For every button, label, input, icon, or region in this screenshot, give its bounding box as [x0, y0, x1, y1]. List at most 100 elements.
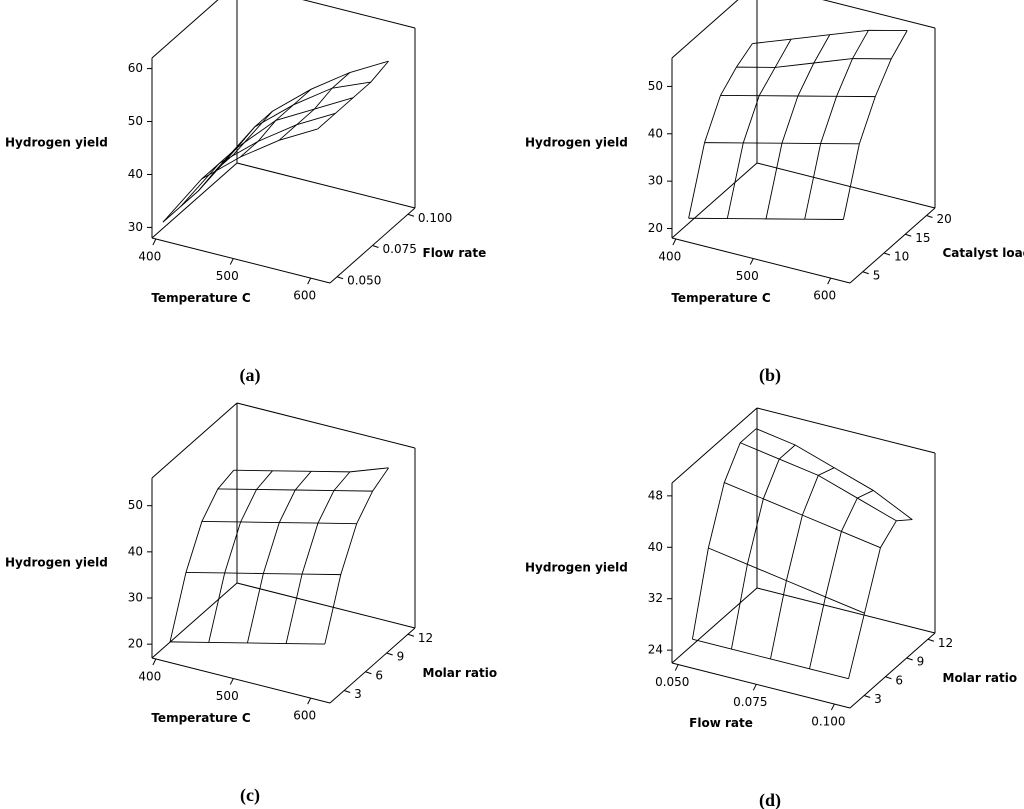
z-tick-label: 50	[128, 498, 143, 512]
x-tick-label: 600	[293, 709, 316, 723]
z-tick-label: 50	[648, 79, 663, 93]
box-edge	[329, 627, 416, 704]
y-tick	[386, 652, 393, 656]
z-tick-label: 40	[648, 540, 663, 554]
mesh-line	[240, 88, 312, 158]
x-tick	[152, 238, 157, 246]
x-tick-label: 500	[736, 269, 759, 283]
box-edge	[756, 162, 936, 209]
y-tick-label: 12	[938, 636, 953, 650]
x-tick	[827, 277, 832, 285]
x-tick-label: 0.100	[811, 715, 845, 729]
box-edge	[671, 662, 851, 709]
x-tick-label: 600	[813, 289, 836, 303]
y-tick	[344, 690, 351, 693]
y-tick-label: 20	[937, 212, 952, 226]
box-edge	[671, 0, 739, 59]
y-tick	[864, 695, 871, 698]
y-tick	[336, 276, 344, 280]
y-tick-label: 0.050	[347, 273, 381, 287]
y-tick	[906, 657, 913, 661]
box-edge	[671, 162, 758, 239]
mesh-line	[162, 154, 235, 223]
mesh-line	[278, 72, 351, 141]
y-tick	[372, 245, 379, 248]
z-axis-label: Hydrogen yield	[525, 561, 628, 575]
y-axis-label: Molar ratio	[423, 666, 498, 680]
mesh-line	[804, 30, 869, 220]
panel-label: (c)	[240, 785, 260, 806]
z-axis-label: Hydrogen yield	[5, 136, 108, 150]
mesh-line	[692, 638, 849, 680]
x-tick	[229, 678, 234, 685]
box-edge	[849, 632, 936, 709]
mesh-line	[726, 38, 792, 219]
box-edge	[236, 402, 416, 449]
x-tick	[307, 697, 312, 705]
mesh-line	[285, 471, 351, 644]
x-tick-label: 0.050	[655, 675, 689, 689]
z-tick-label: 20	[648, 221, 663, 235]
x-tick	[307, 277, 312, 285]
y-tick	[407, 633, 415, 637]
mesh-line	[842, 30, 908, 220]
x-axis-label: Temperature C	[671, 291, 770, 305]
y-tick-label: 3	[354, 687, 362, 701]
x-tick-label: 400	[658, 249, 681, 263]
box-edge	[671, 237, 851, 284]
x-axis-label: Flow rate	[689, 716, 753, 730]
z-tick-label: 50	[128, 114, 143, 128]
z-axis-label: Hydrogen yield	[525, 136, 628, 150]
x-axis-label: Temperature C	[151, 711, 250, 725]
y-axis-label: Catalyst loading	[943, 246, 1024, 260]
y-tick	[905, 233, 912, 237]
box-edge	[756, 587, 936, 634]
x-tick	[674, 664, 679, 671]
box-edge	[302, 0, 416, 29]
box-edge	[236, 582, 416, 629]
box-edge	[236, 162, 416, 209]
mesh-line	[233, 60, 389, 155]
y-tick-label: 10	[894, 250, 909, 264]
mesh-line	[208, 470, 273, 643]
y-tick-label: 6	[375, 668, 383, 682]
z-axis-label: Hydrogen yield	[5, 556, 108, 570]
mesh-line	[752, 29, 908, 45]
panel-label: (b)	[759, 365, 781, 386]
box-edge	[849, 207, 936, 284]
x-tick-label: 400	[138, 669, 161, 683]
mesh-line	[246, 471, 312, 644]
box-edge	[822, 0, 936, 29]
z-tick-label: 24	[648, 643, 663, 657]
x-tick-label: 600	[293, 289, 316, 303]
z-tick-label: 40	[128, 167, 143, 181]
z-tick-label: 30	[128, 220, 143, 234]
box-edge	[151, 582, 238, 659]
mesh-line	[740, 442, 897, 522]
x-tick	[152, 658, 157, 666]
mesh-line	[324, 467, 389, 645]
y-tick-label: 3	[874, 692, 882, 706]
y-tick-label: 5	[873, 268, 881, 282]
box-edge	[151, 0, 219, 59]
x-axis-label: Temperature C	[151, 291, 250, 305]
x-tick	[672, 238, 677, 246]
y-tick	[883, 252, 891, 256]
mesh-line	[201, 110, 273, 180]
box-edge	[151, 162, 238, 239]
x-tick	[749, 258, 754, 265]
mesh-line	[809, 490, 874, 669]
z-tick-label: 40	[128, 544, 143, 558]
x-tick-label: 500	[216, 689, 239, 703]
y-axis-label: Molar ratio	[943, 671, 1018, 685]
y-tick	[862, 271, 869, 275]
panel-label: (d)	[759, 790, 781, 809]
y-tick-label: 6	[895, 673, 903, 687]
mesh-line	[169, 469, 235, 642]
y-tick-label: 12	[418, 631, 433, 645]
z-tick-label: 30	[128, 591, 143, 605]
x-tick	[830, 703, 835, 711]
y-tick	[407, 213, 415, 217]
y-tick	[927, 638, 935, 642]
